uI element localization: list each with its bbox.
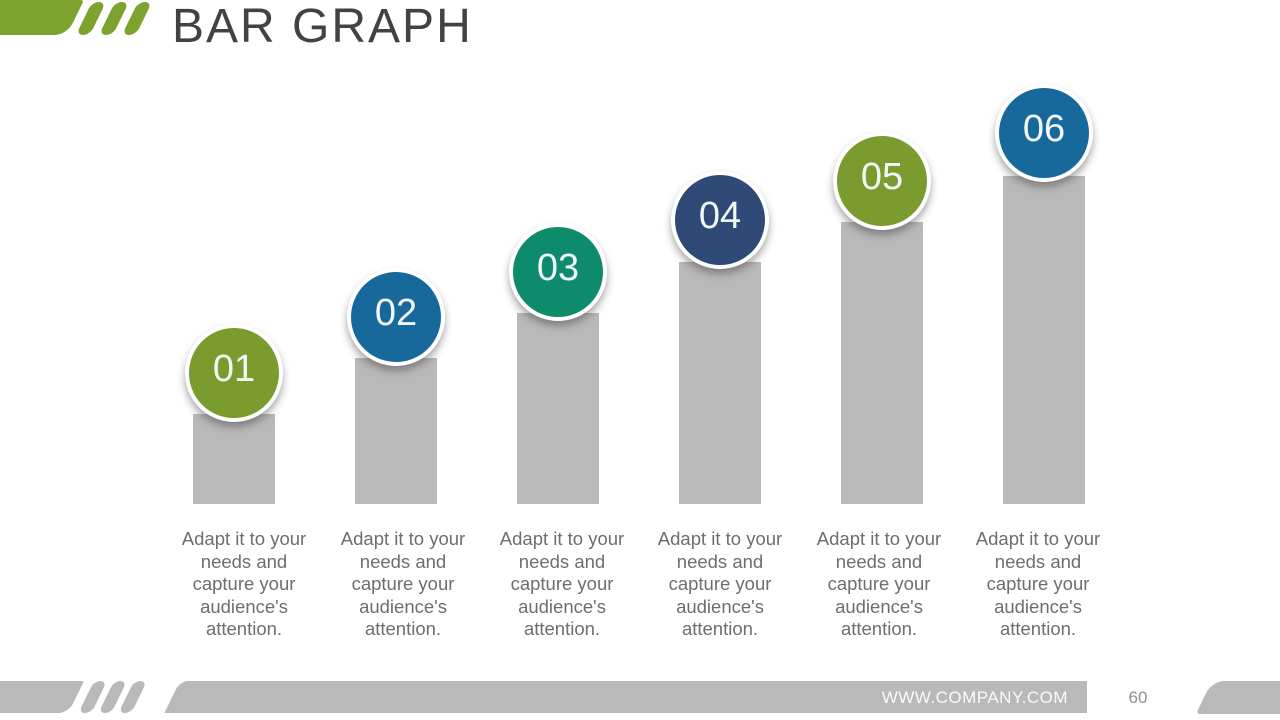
bar-05 bbox=[841, 222, 923, 504]
badge-04: 04 bbox=[671, 171, 769, 269]
footer-accent-parallelogram-right bbox=[1195, 681, 1280, 714]
caption-02: Adapt it to your needs and capture your … bbox=[340, 528, 466, 639]
website-text: WWW.COMPANY.COM bbox=[881, 688, 1068, 707]
caption-05: Adapt it to your needs and capture your … bbox=[816, 528, 942, 639]
badge-03: 03 bbox=[509, 223, 607, 321]
badge-05: 05 bbox=[833, 132, 931, 230]
badge-04-label: 04 bbox=[698, 195, 742, 237]
caption-03: Adapt it to your needs and capture your … bbox=[499, 528, 625, 639]
footer-bar bbox=[208, 681, 1087, 713]
badge-06: 06 bbox=[995, 84, 1093, 182]
badge-02-label: 02 bbox=[374, 292, 418, 334]
badge-06-label: 06 bbox=[1022, 108, 1066, 150]
page-title: BAR GRAPH bbox=[172, 0, 473, 53]
caption-04: Adapt it to your needs and capture your … bbox=[657, 528, 783, 639]
bar-02 bbox=[355, 358, 437, 504]
page-number: 60 bbox=[1128, 688, 1148, 707]
footer-accent-parallelogram-left bbox=[0, 681, 85, 713]
badge-03-label: 03 bbox=[536, 247, 580, 289]
header-accent-parallelogram bbox=[0, 0, 84, 35]
badge-02: 02 bbox=[347, 268, 445, 366]
bar-06 bbox=[1003, 176, 1085, 504]
badge-05-label: 05 bbox=[860, 156, 904, 198]
badge-01-label: 01 bbox=[212, 348, 256, 390]
bar-03 bbox=[517, 313, 599, 504]
badge-01: 01 bbox=[185, 324, 283, 422]
bar-04 bbox=[679, 262, 761, 504]
bar-01 bbox=[193, 414, 275, 504]
caption-06: Adapt it to your needs and capture your … bbox=[975, 528, 1101, 639]
caption-01: Adapt it to your needs and capture your … bbox=[181, 528, 307, 639]
